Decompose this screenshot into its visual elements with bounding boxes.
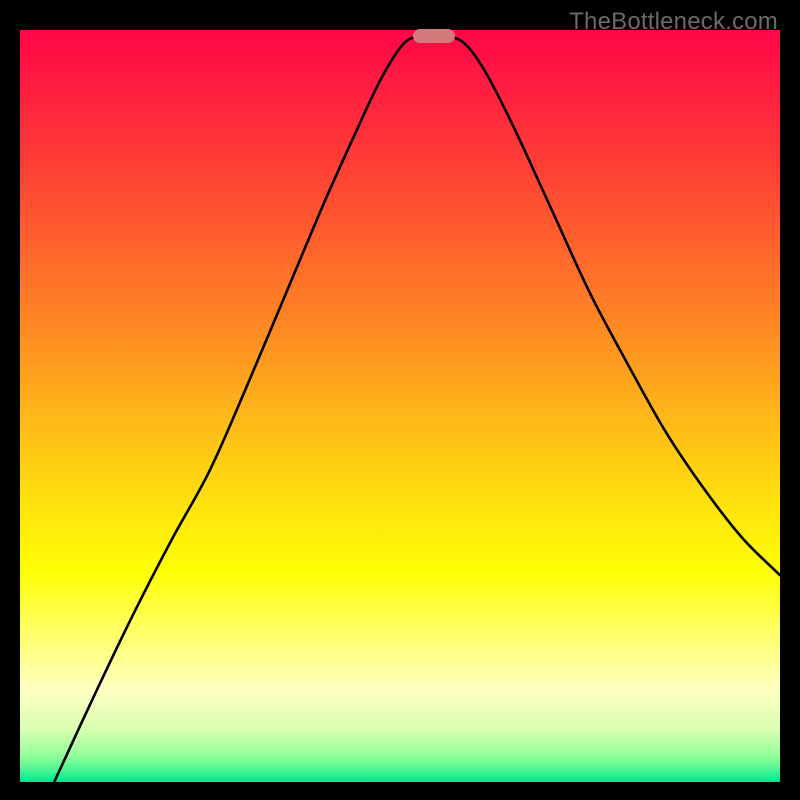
plot-area (20, 30, 780, 782)
curve-layer (20, 30, 780, 782)
chart-frame: TheBottleneck.com (0, 0, 800, 800)
minimum-marker (413, 29, 455, 43)
bottleneck-curve (54, 35, 780, 782)
